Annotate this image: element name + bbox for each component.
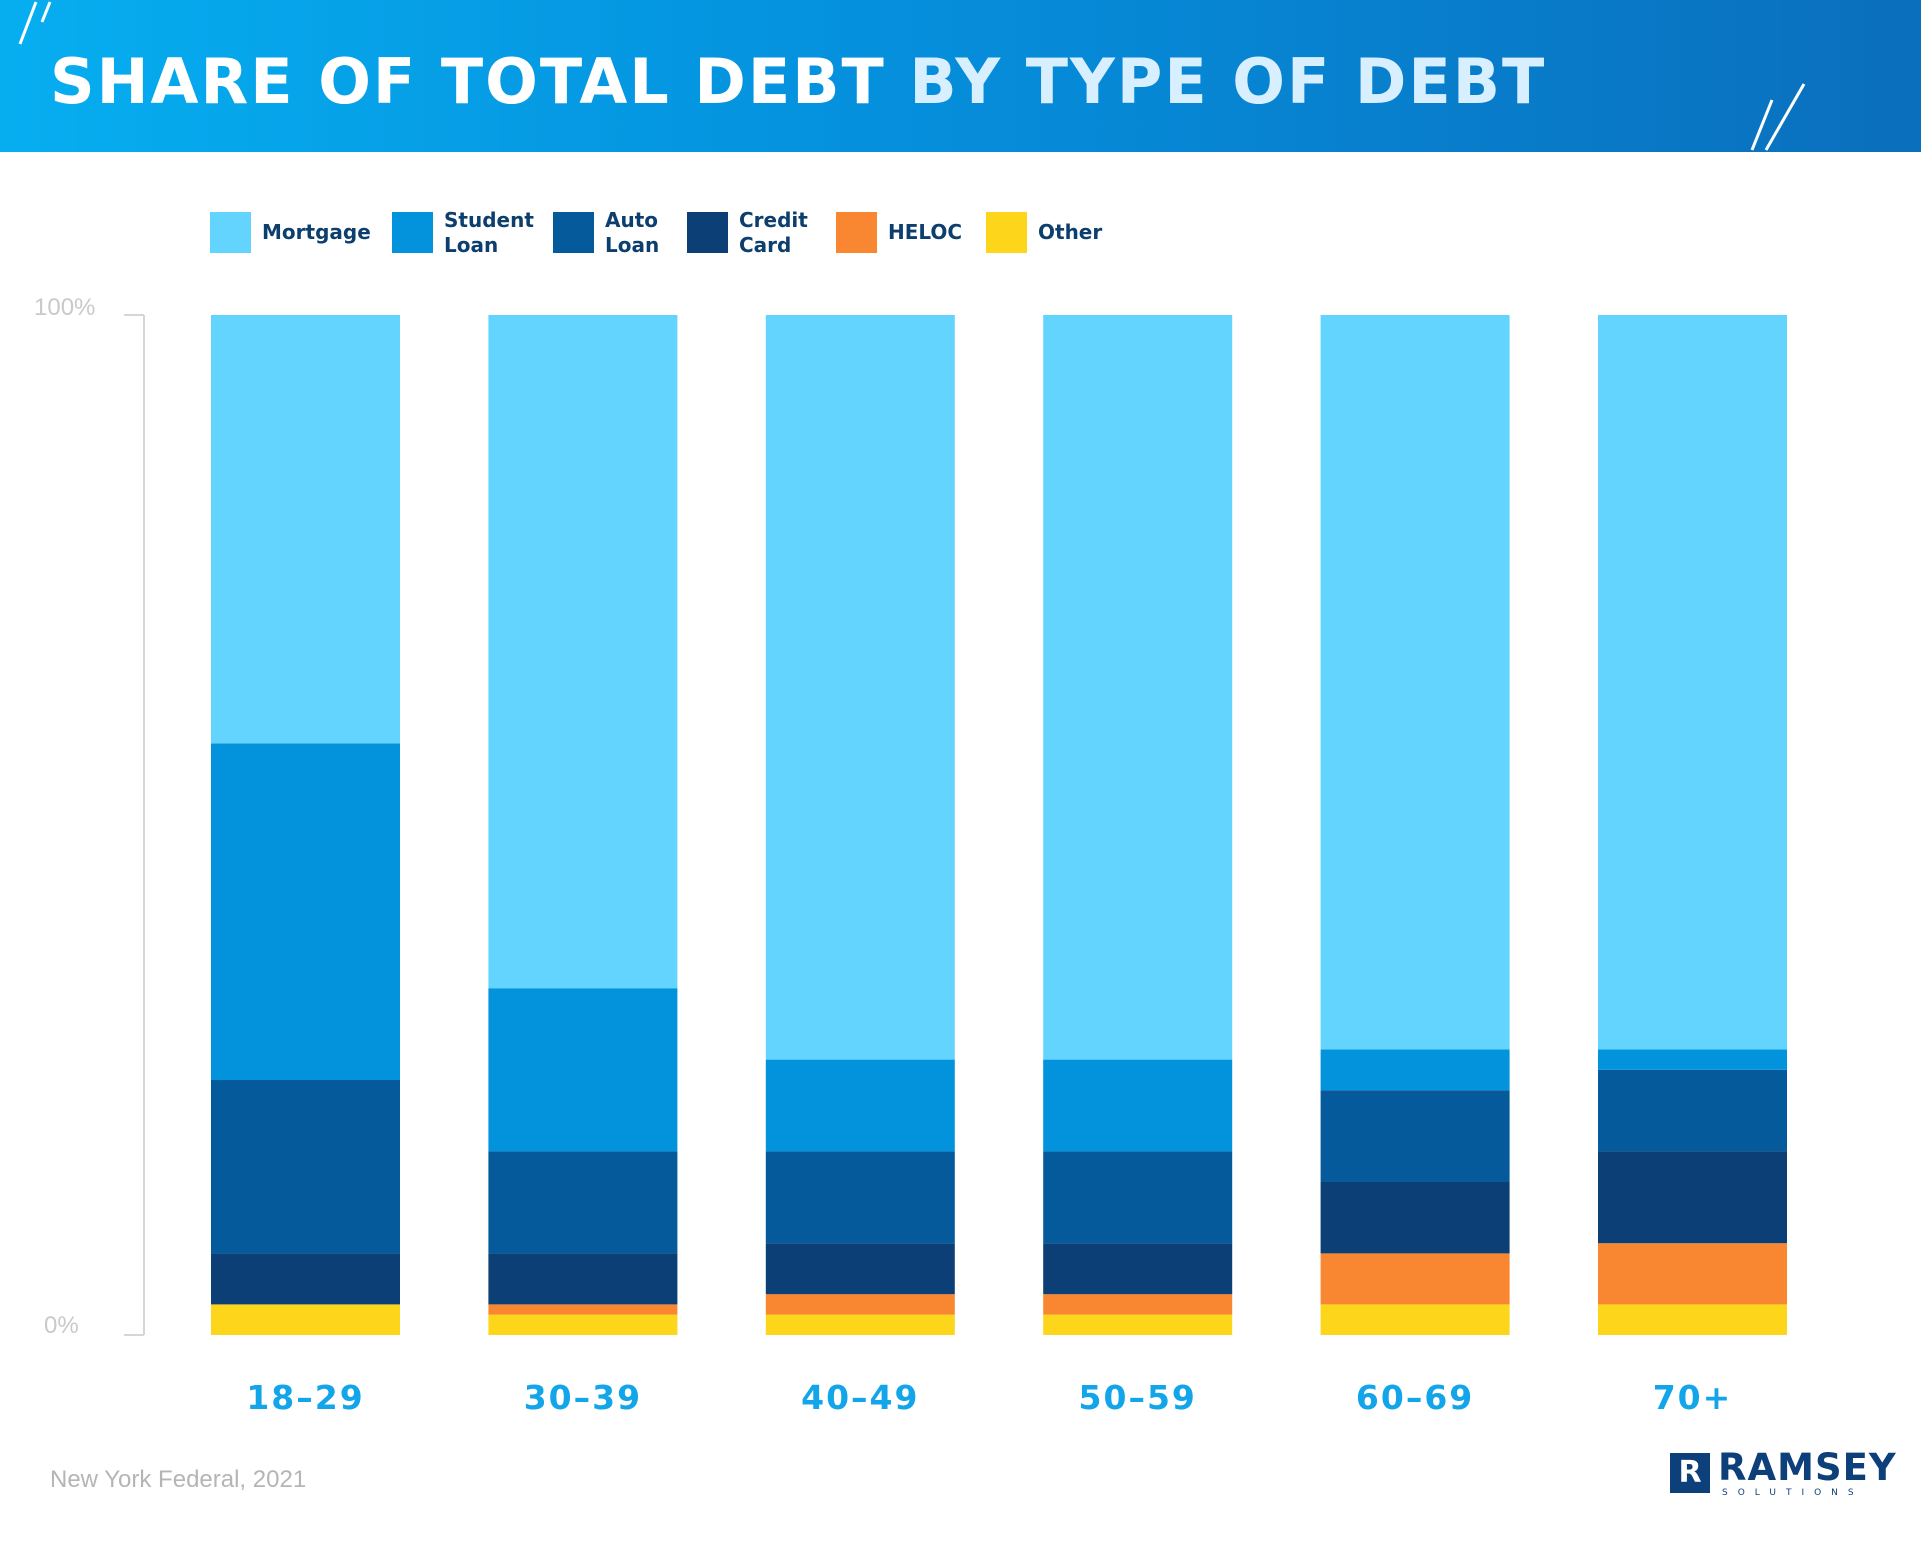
bar-stack-40-49 <box>765 315 955 1335</box>
bar-segment-other-60-69 <box>1320 1304 1510 1335</box>
category-labels: 18–29 30–39 40–49 50–59 60–69 70+ <box>246 1378 1733 1417</box>
bar-stack-60-69 <box>1320 315 1510 1335</box>
category-label-60-69: 60–69 <box>1356 1378 1474 1417</box>
category-label-40-49: 40–49 <box>801 1378 919 1417</box>
bar-segment-heloc-70 <box>1598 1243 1787 1305</box>
bar-segment-heloc-40-49 <box>765 1294 955 1315</box>
legend-swatch-heloc <box>836 212 877 253</box>
bar-segment-mortgage-40-49 <box>765 315 955 1060</box>
bar-segment-credit-card-40-49 <box>765 1243 955 1295</box>
legend-swatch-mortgage <box>210 212 251 253</box>
bar-segment-other-18-29 <box>211 1304 400 1335</box>
legend-swatch-auto-loan <box>553 212 594 253</box>
bar-segment-student-loan-30-39 <box>488 988 678 1152</box>
bar-segment-heloc-50-59 <box>1043 1294 1233 1315</box>
legend-label-auto-loan: Auto Loan <box>605 208 660 257</box>
bar-stack-30-39 <box>488 315 678 1335</box>
bar-segment-mortgage-50-59 <box>1043 315 1233 1060</box>
bar-segment-mortgage-18-29 <box>211 315 400 744</box>
bar-segment-auto-loan-30-39 <box>488 1151 678 1254</box>
category-label-70: 70+ <box>1653 1378 1733 1417</box>
source-note: New York Federal, 2021 <box>50 1466 307 1493</box>
bar-segment-auto-loan-60-69 <box>1320 1090 1510 1182</box>
bar-segment-student-loan-50-59 <box>1043 1059 1233 1152</box>
y-axis: 100% 0% <box>34 294 145 1339</box>
bar-segment-auto-loan-70 <box>1598 1069 1787 1152</box>
category-label-18-29: 18–29 <box>246 1378 364 1417</box>
y-tick-label-100: 100% <box>34 294 95 321</box>
bar-segment-heloc-30-39 <box>488 1304 678 1315</box>
bar-segment-other-70 <box>1598 1304 1787 1335</box>
legend-swatch-credit-card <box>687 212 728 253</box>
legend-swatch-other <box>986 212 1027 253</box>
bar-segment-student-loan-60-69 <box>1320 1049 1510 1091</box>
bar-segment-mortgage-60-69 <box>1320 315 1510 1050</box>
bar-segment-student-loan-40-49 <box>765 1059 955 1152</box>
bar-segment-credit-card-30-39 <box>488 1253 678 1305</box>
bar-segment-student-loan-70 <box>1598 1049 1787 1070</box>
y-tick-label-0: 0% <box>44 1312 79 1339</box>
bar-stack-18-29 <box>211 315 400 1335</box>
category-label-50-59: 50–59 <box>1079 1378 1197 1417</box>
logo-subtext: SOLUTIONS <box>1722 1488 1864 1498</box>
legend-label-mortgage: Mortgage <box>262 220 371 244</box>
legend-label-heloc: HELOC <box>888 220 963 244</box>
legend-label-other: Other <box>1038 220 1103 244</box>
bar-segment-student-loan-18-29 <box>211 743 400 1080</box>
bar-stack-50-59 <box>1043 315 1233 1335</box>
bar-segment-heloc-60-69 <box>1320 1253 1510 1305</box>
bar-stack-70 <box>1598 315 1787 1335</box>
legend-swatch-student-loan <box>392 212 433 253</box>
header-band: SHARE OF TOTAL DEBT BY TYPE OF DEBT <box>0 0 1921 152</box>
slash-decoration-right <box>1750 83 1806 151</box>
bar-segment-auto-loan-50-59 <box>1043 1151 1233 1244</box>
bar-segment-credit-card-18-29 <box>211 1253 400 1305</box>
bar-segment-auto-loan-18-29 <box>211 1080 400 1254</box>
bar-segment-other-40-49 <box>765 1314 955 1335</box>
bar-segment-auto-loan-40-49 <box>765 1151 955 1244</box>
logo-mark-icon: R <box>1670 1453 1710 1493</box>
title-part-2: BY TYPE OF DEBT <box>909 45 1547 118</box>
bar-segment-other-30-39 <box>488 1314 678 1335</box>
legend-label-credit-card: Credit Card <box>739 208 808 257</box>
bars <box>211 315 1787 1335</box>
slash-decoration-top-left <box>18 1 52 45</box>
ramsey-logo[interactable]: R RAMSEY SOLUTIONS <box>1670 1447 1900 1499</box>
bar-segment-other-50-59 <box>1043 1314 1233 1335</box>
title-part-1: SHARE OF TOTAL DEBT <box>50 45 886 118</box>
bar-segment-credit-card-70 <box>1598 1151 1787 1244</box>
bar-segment-credit-card-60-69 <box>1320 1182 1510 1254</box>
page-title: SHARE OF TOTAL DEBT BY TYPE OF DEBT <box>50 42 1546 122</box>
category-label-30-39: 30–39 <box>524 1378 642 1417</box>
legend-label-student-loan: Student Loan <box>444 208 534 257</box>
bar-segment-credit-card-50-59 <box>1043 1243 1233 1295</box>
bar-segment-mortgage-30-39 <box>488 315 678 989</box>
bar-segment-mortgage-70 <box>1598 315 1787 1050</box>
logo-wordmark: RAMSEY <box>1718 1446 1897 1489</box>
